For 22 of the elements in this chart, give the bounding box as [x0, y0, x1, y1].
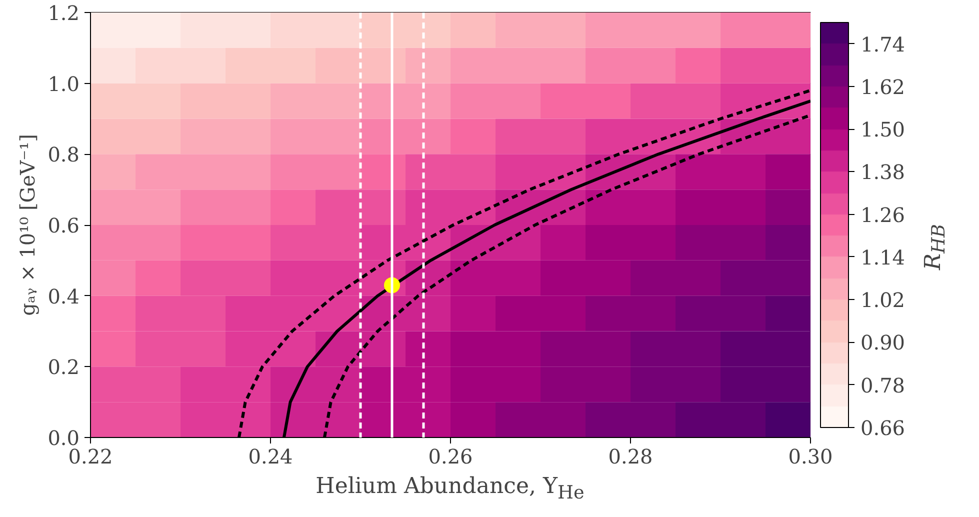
color-bar-label: 0.66: [860, 416, 906, 440]
y-tick-label: 0.8: [48, 142, 80, 167]
y-tick-label: 1.2: [48, 1, 80, 25]
y-tick-label: 0.6: [48, 214, 80, 238]
y-axis-title: gₐᵧ × 10¹⁰ [GeV⁻¹]: [16, 134, 40, 316]
color-bar-label: 0.90: [860, 330, 906, 355]
color-bar-label: 1.62: [860, 74, 906, 99]
x-tick-label: 0.24: [248, 444, 293, 468]
y-tick-label: 0.2: [48, 355, 80, 380]
x-tick-label: 0.28: [608, 444, 653, 468]
y-tick-label: 1.0: [48, 72, 80, 96]
x-axis-title: Helium Abundance, Y$_{He}$: [316, 473, 584, 506]
color-bar-label: 1.74: [860, 32, 906, 56]
color-bar-label: 1.02: [860, 288, 906, 312]
color-bar-label: 1.38: [860, 160, 906, 184]
color-bar-label: 0.78: [860, 373, 906, 398]
color-bar-label: 1.50: [860, 118, 906, 142]
y-tick-label: 0.4: [48, 284, 80, 308]
color-bar-label: 1.14: [860, 245, 906, 270]
x-tick-label: 0.30: [788, 444, 833, 468]
color-bar-label: 1.26: [860, 202, 906, 227]
x-tick-label: 0.26: [428, 444, 473, 468]
